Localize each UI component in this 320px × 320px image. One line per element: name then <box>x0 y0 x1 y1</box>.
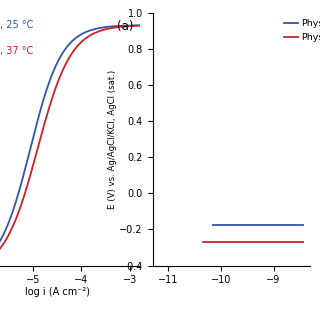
X-axis label: log i (A cm⁻²): log i (A cm⁻²) <box>25 287 90 297</box>
Text: (a): (a) <box>116 20 133 33</box>
Text: a, 25 °C: a, 25 °C <box>0 20 34 30</box>
Legend: Physio, Physio: Physio, Physio <box>283 18 320 44</box>
Y-axis label: E (V) vs. Ag/AgCl/KCl, AgCl (sat.): E (V) vs. Ag/AgCl/KCl, AgCl (sat.) <box>108 70 116 209</box>
Text: a, 37 °C: a, 37 °C <box>0 46 34 56</box>
